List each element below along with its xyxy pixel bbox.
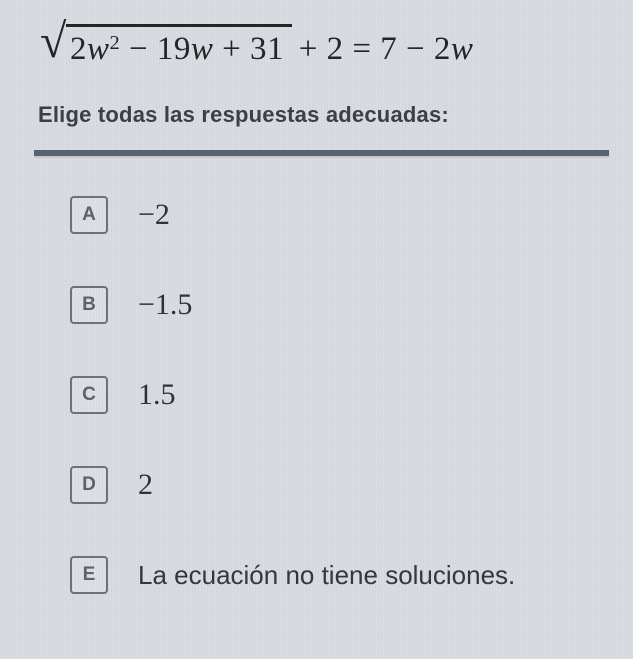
option-label-a: −2 (138, 198, 170, 232)
instruction-text: Elige todas las respuestas adecuadas: (38, 102, 613, 128)
option-box-d[interactable]: D (70, 466, 108, 504)
sqrt-bar (66, 24, 292, 27)
option-box-e[interactable]: E (70, 556, 108, 594)
option-label-c: 1.5 (138, 378, 176, 412)
equation: √ 2w2 − 19w + 31 + 2 = 7 − 2w (38, 28, 613, 68)
radicand: 2w2 − 19w + 31 (68, 28, 290, 68)
option-box-b[interactable]: B (70, 286, 108, 324)
option-box-a[interactable]: A (70, 196, 108, 234)
option-e[interactable]: E La ecuación no tiene soluciones. (70, 556, 613, 594)
equation-rest: + 2 = 7 − 2w (290, 31, 473, 67)
option-b[interactable]: B −1.5 (70, 286, 613, 324)
radical-icon: √ (40, 18, 67, 66)
divider (34, 150, 609, 156)
sqrt-expression: √ 2w2 − 19w + 31 (46, 28, 290, 68)
option-label-d: 2 (138, 468, 153, 502)
option-box-c[interactable]: C (70, 376, 108, 414)
option-c[interactable]: C 1.5 (70, 376, 613, 414)
option-label-b: −1.5 (138, 288, 192, 322)
option-a[interactable]: A −2 (70, 196, 613, 234)
option-d[interactable]: D 2 (70, 466, 613, 504)
options-list: A −2 B −1.5 C 1.5 D 2 E La ecuación no t… (38, 196, 613, 594)
option-label-e: La ecuación no tiene soluciones. (138, 560, 515, 591)
